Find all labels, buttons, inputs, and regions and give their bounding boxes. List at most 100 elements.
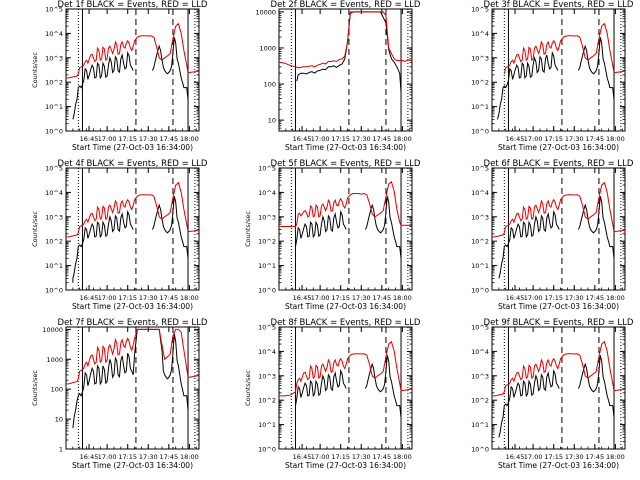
series-line-red	[66, 22, 189, 79]
chart-panel-8: Det 8f BLACK = Events, RED = LLD 10^0 10^1…	[244, 318, 421, 470]
series-line-black	[72, 50, 134, 120]
series-line-black	[72, 209, 134, 283]
y-tick-label: 10^5	[471, 165, 489, 173]
x-axis-label: Start Time (27-Oct-03 16:34:00)	[498, 302, 619, 311]
series-line-black-2	[364, 355, 402, 418]
y-tick-label: 10^4	[258, 189, 276, 197]
x-tick-label: 18:00	[393, 294, 412, 302]
series-line-red	[503, 22, 615, 74]
chart-panel-9: Det 9f BLACK = Events, RED = LLD 10^0 10^1…	[471, 318, 634, 470]
y-tick-label: 10^0	[471, 128, 489, 136]
x-tick-label: 17:30	[139, 453, 158, 461]
x-axis-label: Start Time (27-Oct-03 16:34:00)	[285, 143, 406, 152]
x-tick-label: 16:45	[80, 135, 99, 143]
y-tick-label: 10^1	[258, 421, 276, 429]
x-tick-label: 17:15	[544, 453, 563, 461]
y-tick-label: 10	[55, 416, 63, 424]
y-tick-label: 10^3	[471, 372, 489, 380]
y-tick-label: 100	[264, 81, 276, 89]
x-tick-label: 17:00	[311, 294, 330, 302]
series-line-black-2	[577, 196, 615, 259]
x-axis-label: Start Time (27-Oct-03 16:34:00)	[285, 302, 406, 311]
series-line-black-2	[151, 196, 189, 259]
y-tick-label: 10^3	[471, 213, 489, 221]
y-tick-label: 10^0	[258, 287, 276, 295]
chart-panel-1: Det 1f BLACK = Events, RED = LLD 10^0 10^1…	[31, 0, 208, 152]
y-tick-label: 10^5	[471, 324, 489, 332]
series-line-red-2	[613, 388, 625, 392]
chart-title: Det 3f BLACK = Events, RED = LLD	[484, 0, 634, 10]
x-tick-label: 17:00	[524, 453, 543, 461]
x-tick-label: 17:45	[372, 453, 391, 461]
x-axis-label: Start Time (27-Oct-03 16:34:00)	[285, 461, 406, 470]
plot-frame	[65, 326, 200, 450]
plot-frame	[491, 8, 626, 132]
series-line-black-2	[577, 355, 615, 418]
y-tick-label: 10^1	[45, 262, 63, 270]
x-tick-label: 17:30	[139, 135, 158, 143]
chart-title: Det 2f BLACK = Events, RED = LLD	[271, 0, 421, 10]
series-line-black-2	[364, 196, 402, 259]
x-tick-label: 17:15	[331, 453, 350, 461]
chart-panel-6: Det 6f BLACK = Events, RED = LLD 10^0 10^1…	[471, 159, 634, 311]
chart-title: Det 5f BLACK = Events, RED = LLD	[271, 159, 421, 169]
series-line-red-2	[613, 70, 625, 74]
x-tick-label: 16:45	[293, 453, 312, 461]
chart-panel-3: Det 3f BLACK = Events, RED = LLD 10^0 10^1…	[471, 0, 634, 152]
y-axis-label: Counts/sec	[31, 211, 39, 247]
x-tick-label: 17:45	[372, 135, 391, 143]
y-axis-label: Counts/sec	[31, 370, 39, 406]
x-tick-label: 17:00	[524, 135, 543, 143]
y-tick-label: 10^2	[45, 79, 63, 87]
series-line-black	[295, 209, 347, 247]
x-tick-label: 17:00	[98, 294, 117, 302]
x-tick-label: 17:15	[331, 135, 350, 143]
plot-frame	[491, 326, 626, 450]
plot-frame	[278, 8, 413, 132]
y-tick-label: 10^3	[258, 213, 276, 221]
y-tick-label: 10^4	[471, 30, 489, 38]
series-line-black	[295, 368, 347, 406]
y-tick-label: 10^4	[258, 348, 276, 356]
y-tick-label: 10^0	[45, 287, 63, 295]
x-axis-label: Start Time (27-Oct-03 16:34:00)	[72, 143, 193, 152]
y-tick-label: 10^2	[471, 397, 489, 405]
x-tick-label: 17:15	[331, 294, 350, 302]
y-tick-label: 10000	[255, 8, 276, 16]
x-tick-label: 16:45	[80, 294, 99, 302]
chart-title: Det 8f BLACK = Events, RED = LLD	[271, 318, 421, 328]
x-tick-label: 16:45	[293, 294, 312, 302]
series-line-red-2	[613, 229, 625, 233]
x-tick-label: 18:00	[180, 135, 199, 143]
plot-frame	[65, 167, 200, 291]
x-axis-label: Start Time (27-Oct-03 16:34:00)	[498, 143, 619, 152]
y-tick-label: 100	[51, 386, 63, 394]
plot-frame	[278, 326, 413, 450]
x-axis-label: Start Time (27-Oct-03 16:34:00)	[498, 461, 619, 470]
y-tick-label: 10^5	[471, 6, 489, 14]
series-line-red	[66, 328, 189, 385]
x-tick-label: 17:45	[585, 294, 604, 302]
y-tick-label: 10	[268, 117, 276, 125]
y-tick-label: 1	[59, 446, 63, 454]
chart-panel-5: Det 5f BLACK = Events, RED = LLD 10^0 10^1…	[244, 159, 421, 311]
chart-title: Det 9f BLACK = Events, RED = LLD	[484, 318, 634, 328]
x-tick-label: 17:00	[98, 135, 117, 143]
x-tick-label: 17:00	[524, 294, 543, 302]
x-tick-label: 18:00	[606, 135, 625, 143]
series-line-red-2	[187, 375, 199, 378]
chart-title: Det 7f BLACK = Events, RED = LLD	[58, 318, 208, 328]
x-tick-label: 17:45	[585, 135, 604, 143]
chart-title: Det 6f BLACK = Events, RED = LLD	[484, 159, 634, 169]
x-tick-label: 17:45	[159, 294, 178, 302]
series-line-black	[72, 328, 140, 429]
x-tick-label: 17:00	[311, 135, 330, 143]
y-tick-label: 10^5	[45, 6, 63, 14]
y-tick-label: 10^5	[258, 165, 276, 173]
x-tick-label: 17:15	[544, 294, 563, 302]
x-tick-label: 17:30	[565, 453, 584, 461]
x-tick-label: 17:15	[118, 294, 137, 302]
series-line-red	[279, 181, 402, 227]
y-tick-label: 10^0	[258, 446, 276, 454]
